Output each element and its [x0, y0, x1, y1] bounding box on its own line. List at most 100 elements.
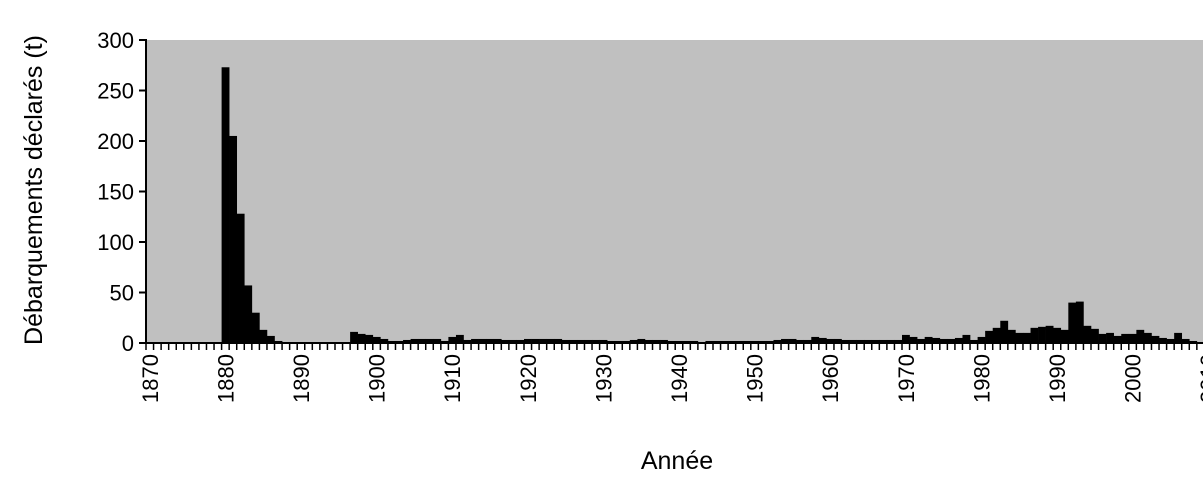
bar-1983: [1000, 320, 1009, 343]
bar-1921: [531, 338, 540, 343]
bar-1984: [1007, 329, 1016, 343]
bar-1881: [229, 135, 238, 343]
bar-1975: [939, 338, 948, 343]
x-tick-label: 1900: [365, 354, 390, 403]
bar-1994: [1083, 325, 1092, 343]
bar-1950: [750, 340, 759, 343]
bar-2004: [1159, 337, 1167, 343]
x-tick-label: 1910: [440, 354, 465, 403]
bar-1982: [992, 327, 1001, 343]
bar-2000: [1128, 333, 1137, 343]
x-tick-label: 1890: [289, 354, 314, 403]
bar-1930: [599, 339, 608, 343]
bar-1952: [765, 340, 774, 343]
bar-1925: [561, 339, 570, 343]
bar-1941: [682, 340, 691, 343]
bar-1948: [735, 340, 744, 343]
bar-1963: [849, 339, 857, 343]
bar-1962: [841, 339, 850, 343]
bar-1938: [660, 339, 668, 343]
bar-1997: [1106, 332, 1114, 343]
x-tick-label: 1940: [667, 354, 692, 403]
y-tick-label: 200: [97, 129, 134, 154]
bar-1904: [403, 339, 411, 343]
bar-1887: [274, 340, 283, 343]
bar-1883: [244, 285, 253, 343]
bar-1945: [713, 340, 721, 343]
bar-1944: [705, 340, 714, 343]
bar-1929: [592, 339, 600, 343]
bar-1980: [977, 336, 986, 343]
x-axis-title: Année: [641, 447, 713, 475]
x-axis-ticks: 1870 1880 1890 1900 1910 1920 1930 1940 1950 1960…: [138, 343, 1203, 403]
bar-1979: [970, 339, 978, 343]
bar-1955: [788, 338, 797, 343]
bar-1999: [1121, 333, 1130, 343]
bar-1951: [758, 340, 767, 343]
bar-2007: [1181, 338, 1190, 343]
bar-1939: [667, 340, 676, 343]
bar-1909: [440, 340, 449, 343]
bar-1884: [251, 312, 260, 343]
bar-1981: [985, 330, 994, 343]
y-tick-label: 0: [122, 331, 134, 356]
bar-1989: [1045, 325, 1054, 343]
x-tick-label: 1950: [743, 354, 768, 403]
bar-1898: [357, 333, 366, 343]
bar-1968: [886, 339, 895, 343]
y-tick-label: 300: [97, 28, 134, 53]
y-axis-title: Débarquements déclarés (t): [20, 35, 48, 345]
bar-1907: [425, 338, 434, 343]
bar-1905: [410, 338, 419, 343]
bar-1927: [576, 339, 585, 343]
bar-1902: [387, 340, 396, 343]
bar-2008: [1189, 340, 1198, 343]
bar-1954: [781, 338, 789, 343]
bar-1998: [1113, 335, 1122, 343]
bar-1992: [1068, 302, 1077, 343]
bar-2005: [1166, 338, 1175, 343]
bar-1900: [372, 336, 381, 343]
bar-1916: [493, 338, 502, 343]
y-tick-label: 100: [97, 230, 134, 255]
bar-1995: [1091, 328, 1099, 343]
bar-1934: [629, 339, 638, 343]
bar-1970: [902, 334, 910, 343]
bar-2006: [1174, 332, 1183, 343]
bar-1990: [1053, 327, 1062, 343]
bar-1882: [236, 213, 245, 343]
x-tick-label: 1970: [894, 354, 919, 403]
bar-1942: [690, 340, 699, 343]
bar-1886: [266, 335, 275, 343]
bar-1986: [1022, 332, 1031, 343]
bar-1958: [811, 336, 820, 343]
bar-1935: [637, 338, 646, 343]
bar-1996: [1098, 333, 1107, 343]
bar-1991: [1060, 329, 1069, 343]
bar-1914: [478, 338, 487, 343]
bar-1972: [917, 338, 925, 343]
bar-1901: [380, 338, 389, 343]
bar-2001: [1136, 329, 1145, 343]
x-tick-label: 1980: [969, 354, 994, 403]
x-tick-label: 1930: [591, 354, 616, 403]
bar-1966: [871, 339, 880, 343]
bar-1932: [614, 340, 623, 343]
bar-1931: [607, 340, 616, 343]
x-tick-label: 1880: [213, 354, 238, 403]
bar-1923: [546, 338, 555, 343]
bar-1946: [720, 340, 729, 343]
bar-1974: [932, 337, 941, 343]
bar-1911: [455, 334, 464, 343]
bar-1940: [675, 340, 684, 343]
bar-2002: [1143, 332, 1152, 343]
bar-1957: [803, 339, 812, 343]
bar-1920: [524, 338, 532, 343]
y-axis-ticks: 0 50 100 150 200 250 300: [97, 28, 146, 356]
bar-1910: [448, 336, 457, 343]
bar-1906: [418, 338, 427, 343]
bar-1987: [1030, 327, 1039, 343]
x-tick-label: 2000: [1121, 354, 1146, 403]
bar-1926: [569, 339, 578, 343]
